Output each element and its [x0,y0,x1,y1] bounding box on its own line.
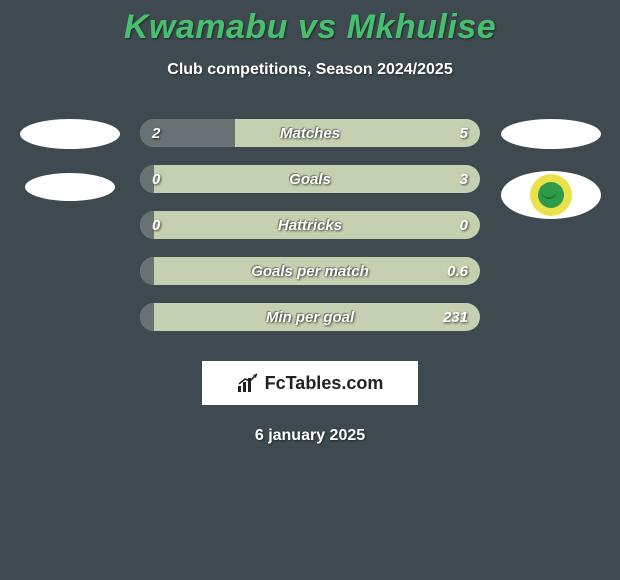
stat-label: Min per goal [140,303,480,331]
stat-bar: 0Hattricks0 [140,211,480,239]
stat-bar: 2Matches5 [140,119,480,147]
comparison-infographic: Kwamabu vs Mkhulise Club competitions, S… [0,0,620,580]
left-club-badge [25,173,115,201]
snapshot-date: 6 january 2025 [0,427,620,445]
stat-label: Hattricks [140,211,480,239]
stat-label: Matches [140,119,480,147]
right-player-badge [501,119,601,149]
stat-right-value: 231 [443,303,468,331]
subtitle: Club competitions, Season 2024/2025 [0,61,620,79]
sundowns-crest-icon [530,174,572,216]
left-team-col [17,119,122,331]
stat-bar: Goals per match0.6 [140,257,480,285]
left-player-badge [20,119,120,149]
stat-bar: Min per goal231 [140,303,480,331]
stat-right-value: 5 [460,119,468,147]
crest-core-icon [538,182,564,208]
stat-right-value: 0.6 [447,257,468,285]
stat-right-value: 0 [460,211,468,239]
page-title: Kwamabu vs Mkhulise [0,0,620,47]
fctables-icon [237,372,259,394]
stat-right-value: 3 [460,165,468,193]
right-club-badge [501,171,601,219]
stat-bar: 0Goals3 [140,165,480,193]
source-logo: FcTables.com [202,361,418,405]
stats-section: 2Matches50Goals30Hattricks0Goals per mat… [0,119,620,331]
stat-label: Goals per match [140,257,480,285]
stat-label: Goals [140,165,480,193]
source-logo-text: FcTables.com [265,373,384,394]
right-team-col [498,119,603,331]
stat-bars: 2Matches50Goals30Hattricks0Goals per mat… [140,119,480,331]
